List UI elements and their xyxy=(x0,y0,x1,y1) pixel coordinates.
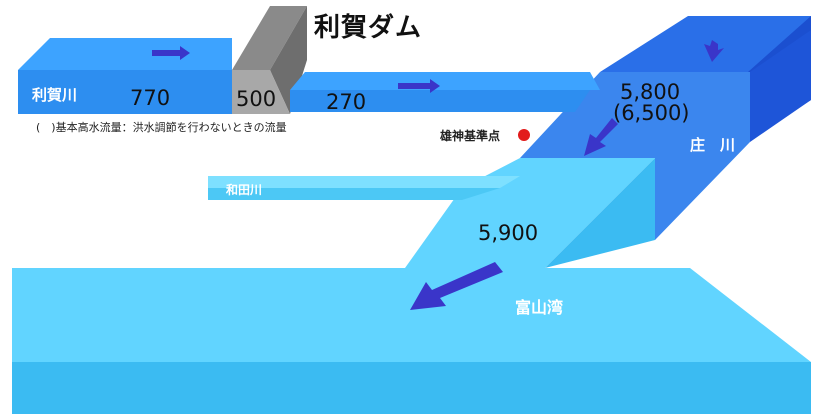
bay-top xyxy=(12,268,811,362)
reference-point-dot xyxy=(518,129,530,141)
sho-design-label: 5,800 xyxy=(620,80,681,104)
dam-cut-label: 500 xyxy=(236,87,277,111)
flow-arrow-sho-upper xyxy=(704,40,724,62)
flow-arrow-bay xyxy=(410,262,503,310)
toga-lower-top xyxy=(290,72,600,90)
sho-river-middle xyxy=(520,72,750,240)
dam-top xyxy=(232,6,307,70)
reference-point-label: 雄神基準点 xyxy=(440,129,501,143)
toga-river-top xyxy=(18,38,232,70)
flow-arrow-sho-middle xyxy=(584,118,618,156)
flow-arrow-release xyxy=(398,79,440,93)
downstream-flow-label: 5,900 xyxy=(478,221,539,245)
wada-river-front xyxy=(208,188,500,200)
dam-release-label: 270 xyxy=(326,90,367,114)
wada-river-label: 和田川 xyxy=(226,183,263,197)
dam-front xyxy=(232,70,290,114)
toga-river-label: 利賀川 xyxy=(32,86,78,104)
flow-arrow-toga xyxy=(152,46,190,60)
sho-river-label: 庄 川 xyxy=(690,136,736,154)
toga-lower-front xyxy=(290,90,590,112)
toga-inflow-label: 770 xyxy=(130,86,171,110)
sho-river-middle-right xyxy=(750,30,811,142)
bay-front xyxy=(12,362,811,414)
bay-label: 富山湾 xyxy=(515,298,564,317)
wada-river-top xyxy=(208,176,520,188)
dam-name-label: 利賀ダム xyxy=(314,13,423,43)
note-basic-high-water: ( )基本高水流量：洪水調節を行わないときの流量 xyxy=(36,121,287,134)
toga-river-front xyxy=(18,70,232,114)
lower-channel-side xyxy=(545,158,655,268)
sho-basic-label: (6,500) xyxy=(613,101,690,125)
